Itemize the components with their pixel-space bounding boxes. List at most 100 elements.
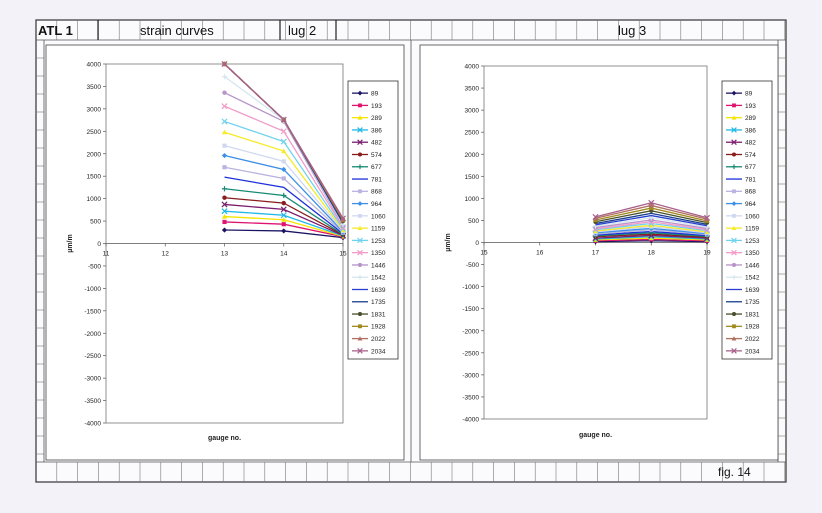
data-point-482 [280,206,287,213]
legend-label: 677 [745,164,756,171]
legend-label: 2022 [745,336,760,343]
legend-marker [357,237,363,244]
legend-label: 1735 [371,299,386,306]
data-point-289 [221,213,228,219]
y-tick-label: 2000 [87,151,102,158]
legend-label: 2034 [745,348,760,355]
data-point-1253 [280,138,287,145]
legend-label: 781 [371,176,382,183]
data-point-868 [222,165,227,170]
legend-label: 574 [745,152,756,159]
legend-label: 193 [745,103,756,110]
legend-marker [357,262,363,267]
legend-marker [732,103,736,108]
data-point-1060 [222,143,227,148]
y-tick-label: -500 [88,263,101,270]
data-point-2034 [703,214,711,221]
y-tick-label: -3000 [462,372,479,379]
chart-lug-3: 4000 3500 3000 2500 2000 1500 1000 500 0 -500 -100… [445,64,773,439]
y-tick-label: 2500 [465,130,480,137]
legend-label: 1350 [745,250,760,257]
legend-marker [731,336,737,341]
legend-marker [358,189,362,194]
x-tick-label: 17 [592,250,600,257]
legend-marker [731,90,737,96]
legend-marker [357,336,363,341]
data-point-89 [281,228,287,234]
data-point-1159 [340,227,346,233]
y-tick-label: -3000 [84,376,101,383]
legend-marker [731,164,737,170]
legend-marker [731,312,737,317]
data-point-1060 [281,159,286,164]
x-tick-label: 19 [703,250,711,257]
data-point-868 [281,176,286,181]
data-point-677 [281,192,287,199]
legend-label: 1060 [371,213,386,220]
y-tick-label: 3000 [465,108,480,115]
legend-label: 1542 [745,275,760,282]
data-point-193 [281,222,286,227]
legend-marker [357,274,363,280]
legend-label: 482 [745,140,756,147]
legend-marker [357,152,363,157]
legend-label: 1928 [745,324,760,331]
legend-box [721,80,773,360]
legend-marker [732,189,736,194]
legend-marker [731,127,737,133]
data-point-1350 [280,128,287,135]
legend-label: 2022 [371,336,386,343]
legend-label: 677 [371,164,382,171]
legend-marker [358,103,362,108]
figure-label: fig. 14 [718,465,751,479]
legend-label: 89 [371,91,379,98]
y-tick-label: 3500 [465,86,480,93]
data-point-574 [222,195,227,200]
data-point-2034 [280,116,287,123]
y-tick-label: 500 [90,219,101,226]
series-line-781 [224,176,344,235]
legend-marker [731,274,737,280]
y-tick-label: 4000 [87,62,102,69]
legend-label: 574 [371,152,382,159]
legend-marker [357,90,363,96]
data-point-1159 [592,228,599,234]
legend-label: 1159 [371,226,385,233]
legend-label: 1928 [371,324,386,331]
right-panel-title: lug 3 [618,23,647,38]
legend-marker [357,164,363,170]
legend-label: 868 [371,189,382,196]
legend-marker [732,213,736,218]
data-point-386 [221,208,228,215]
y-tick-label: 1500 [465,174,480,181]
x-tick-label: 16 [536,250,544,257]
y-tick-label: -1500 [84,308,101,315]
y-tick-label: -2000 [84,331,101,338]
data-point-386 [280,212,287,219]
x-tick-label: 15 [339,251,347,258]
legend-label: 964 [371,201,382,208]
y-tick-label: -2500 [84,353,101,360]
x-tick-label: 11 [103,251,110,258]
legend-label: 386 [371,127,382,134]
data-point-289 [648,235,654,241]
data-point-289 [281,217,287,222]
legend-label: 89 [745,91,753,98]
y-axis-label: µm/m [67,234,74,252]
data-point-89 [221,227,228,233]
y-tick-label: 3500 [87,84,102,91]
legend-marker [357,312,363,317]
legend-marker [731,225,737,231]
legend-marker [732,324,736,329]
data-point-964 [221,152,228,159]
legend-label: 868 [745,189,756,196]
legend-label: 386 [745,127,756,134]
legend-marker [357,348,363,354]
data-point-1350 [221,103,228,110]
legend-marker [731,348,737,354]
legend-label: 2034 [371,348,386,355]
y-tick-label: -4000 [84,421,101,428]
legend-box [347,80,399,360]
legend-label: 1446 [371,262,386,269]
y-tick-label: 2500 [87,129,102,136]
